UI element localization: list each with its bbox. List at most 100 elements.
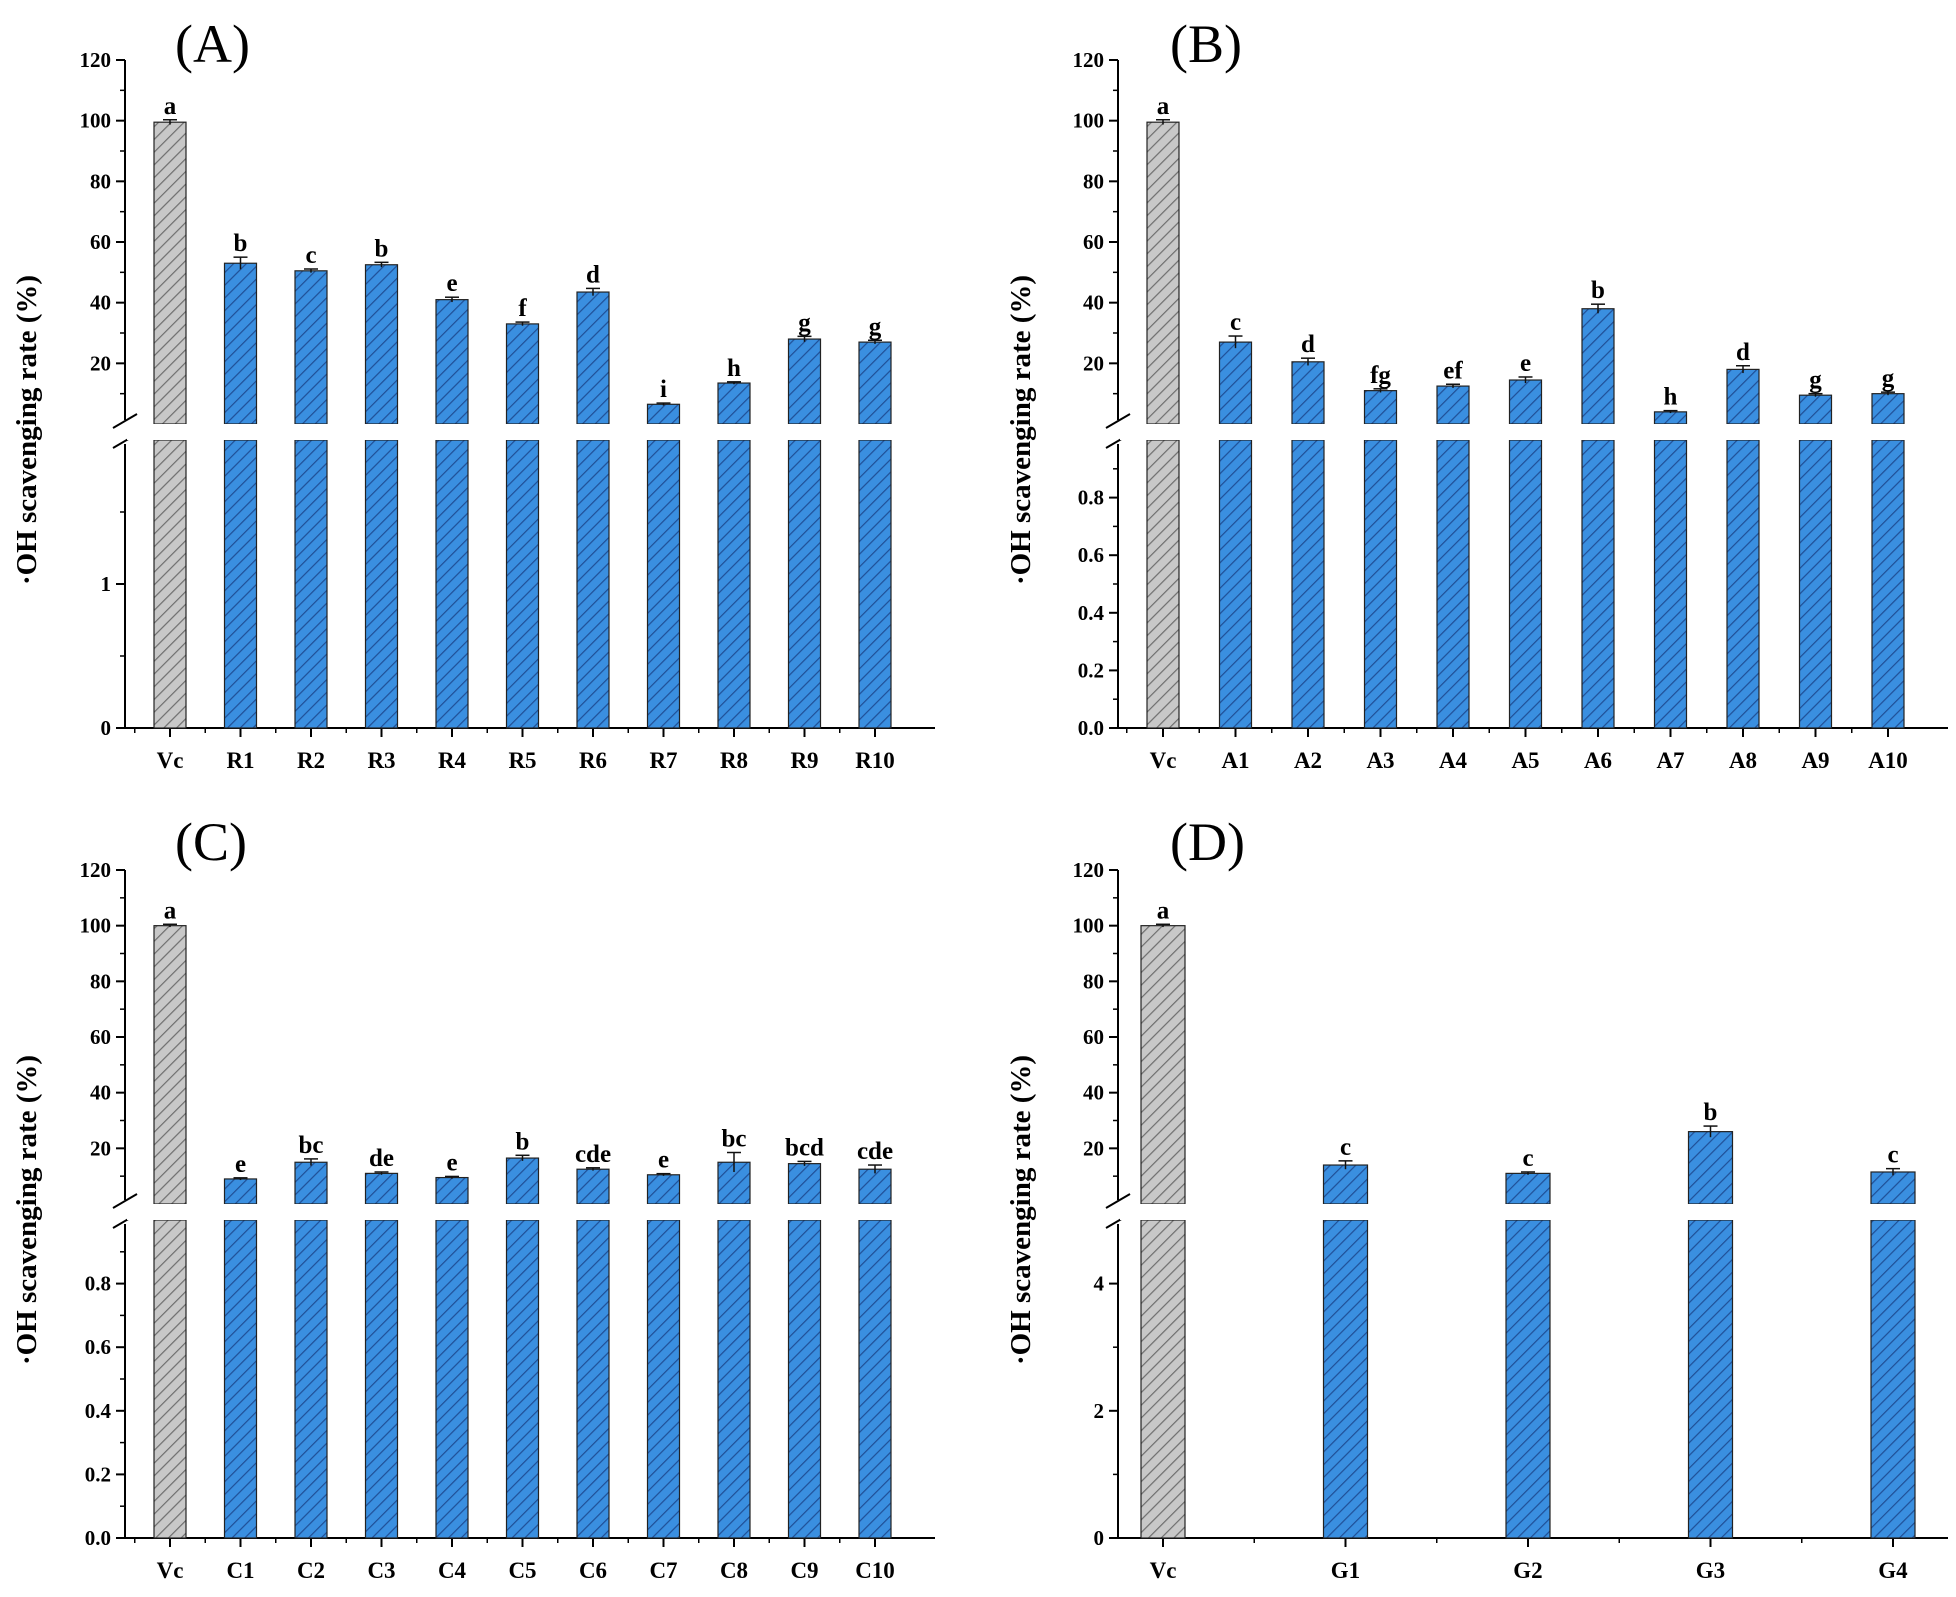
significance-label: b bbox=[516, 1128, 530, 1155]
x-tick-label: G4 bbox=[1878, 1558, 1908, 1583]
significance-label: b bbox=[375, 235, 389, 262]
bar bbox=[576, 1168, 610, 1205]
significance-label: h bbox=[1664, 384, 1678, 411]
x-tick-label: A1 bbox=[1221, 748, 1249, 773]
bar-lower bbox=[364, 439, 399, 729]
bar bbox=[1687, 1131, 1734, 1205]
y-tick-label: 0.6 bbox=[85, 1335, 111, 1359]
bar bbox=[1291, 361, 1325, 425]
bar bbox=[1726, 368, 1760, 425]
bar-lower bbox=[1140, 1219, 1186, 1539]
x-tick-label: C2 bbox=[297, 1558, 325, 1583]
axis-break-gap bbox=[1120, 1204, 1948, 1220]
y-axis-title: ·OH scavenging rate (%) bbox=[1005, 1055, 1037, 1365]
bar-lower bbox=[1291, 439, 1325, 729]
significance-label: d bbox=[1736, 339, 1750, 366]
y-tick-label: 100 bbox=[1073, 109, 1105, 133]
bar-lower bbox=[858, 439, 892, 729]
bar-lower bbox=[1687, 1219, 1734, 1539]
bar-lower bbox=[1146, 439, 1180, 729]
bar-lower bbox=[435, 439, 469, 729]
bar bbox=[294, 1161, 328, 1205]
significance-label: b bbox=[1704, 1099, 1718, 1126]
x-tick-label: C7 bbox=[649, 1558, 677, 1583]
y-tick-label: 100 bbox=[80, 109, 112, 133]
significance-label: b bbox=[234, 230, 248, 257]
significance-label: c bbox=[1340, 1134, 1351, 1161]
significance-label: g bbox=[798, 309, 811, 336]
bar bbox=[1871, 393, 1905, 425]
x-tick-label: C5 bbox=[508, 1558, 536, 1583]
x-tick-label: Vc bbox=[157, 748, 184, 773]
bar-lower bbox=[1218, 439, 1253, 729]
significance-label: e bbox=[658, 1147, 669, 1174]
significance-label: a bbox=[1157, 93, 1170, 120]
significance-label: bc bbox=[299, 1132, 324, 1159]
y-tick-label: 120 bbox=[80, 858, 112, 882]
bar bbox=[787, 338, 822, 425]
axis-break-mark bbox=[112, 413, 138, 429]
y-tick-label: 60 bbox=[90, 230, 111, 254]
x-tick-label: R2 bbox=[297, 748, 325, 773]
bar-lower bbox=[1798, 439, 1833, 729]
bar-lower bbox=[1363, 439, 1398, 729]
axis-break-mark bbox=[1105, 413, 1131, 429]
significance-label: g bbox=[1882, 365, 1895, 392]
bar-lower bbox=[646, 439, 681, 729]
bar-lower bbox=[717, 1219, 751, 1539]
plot-area: 20 40 60 80 100 120 0 1 a Vc b R1 c R2 b R3 e R4 f R5 d R6 i R7… bbox=[80, 48, 935, 773]
bar-lower bbox=[505, 439, 540, 729]
x-tick-label: R5 bbox=[508, 748, 536, 773]
bar bbox=[858, 1168, 892, 1205]
bar bbox=[223, 1178, 258, 1205]
significance-label: fg bbox=[1370, 362, 1391, 389]
y-tick-label: 0 bbox=[1094, 1526, 1105, 1550]
y-tick-label: 0.2 bbox=[1078, 658, 1104, 682]
significance-label: c bbox=[1230, 309, 1241, 336]
significance-label: f bbox=[518, 295, 527, 322]
x-tick-label: R8 bbox=[720, 748, 748, 773]
x-tick-label: R6 bbox=[579, 748, 607, 773]
plot-area: 20 40 60 80 100 120 0 2 4 a Vc c G1 c G2 b G3 c G4 bbox=[1073, 858, 1948, 1583]
bar bbox=[646, 403, 681, 425]
significance-label: e bbox=[235, 1151, 246, 1178]
bar bbox=[1140, 925, 1186, 1205]
bar-lower bbox=[364, 1219, 399, 1539]
panel-label: (A) bbox=[175, 14, 250, 74]
plot-area: 20 40 60 80 100 120 0.0 0.2 0.4 0.6 0.8 a Vc e C1 bc C2 d… bbox=[80, 858, 935, 1583]
bar bbox=[505, 323, 540, 425]
significance-label: cde bbox=[575, 1141, 611, 1168]
bar-lower bbox=[505, 1219, 540, 1539]
y-tick-label: 0 bbox=[101, 716, 112, 740]
y-tick-label: 20 bbox=[1083, 351, 1104, 375]
significance-label: g bbox=[869, 313, 882, 340]
x-tick-label: G1 bbox=[1331, 1558, 1360, 1583]
bar bbox=[1870, 1171, 1916, 1205]
y-tick-label: 40 bbox=[90, 291, 111, 315]
x-tick-label: R10 bbox=[855, 748, 895, 773]
y-tick-label: 120 bbox=[1073, 48, 1105, 72]
y-tick-label: 0.8 bbox=[85, 1272, 111, 1296]
y-tick-label: 0.0 bbox=[1078, 716, 1104, 740]
significance-label: bcd bbox=[785, 1134, 824, 1161]
significance-label: c bbox=[1522, 1145, 1533, 1172]
y-axis-title: ·OH scavenging rate (%) bbox=[11, 1055, 43, 1365]
x-tick-label: R9 bbox=[790, 748, 818, 773]
bar-lower bbox=[1871, 439, 1905, 729]
y-tick-label: 80 bbox=[90, 169, 111, 193]
x-tick-label: C3 bbox=[367, 1558, 395, 1583]
y-tick-label: 80 bbox=[1083, 169, 1104, 193]
bar-lower bbox=[576, 439, 610, 729]
bar bbox=[1436, 385, 1470, 425]
significance-label: a bbox=[164, 93, 177, 120]
y-tick-label: 0.2 bbox=[85, 1462, 111, 1486]
bar-lower bbox=[435, 1219, 469, 1539]
bar bbox=[223, 262, 258, 425]
y-tick-label: 40 bbox=[1083, 291, 1104, 315]
y-tick-label: 1 bbox=[101, 572, 112, 596]
bar-lower bbox=[576, 1219, 610, 1539]
significance-label: c bbox=[1887, 1142, 1898, 1169]
bar-lower bbox=[1436, 439, 1470, 729]
x-tick-label: A5 bbox=[1511, 748, 1539, 773]
axis-break-gap bbox=[127, 424, 935, 440]
